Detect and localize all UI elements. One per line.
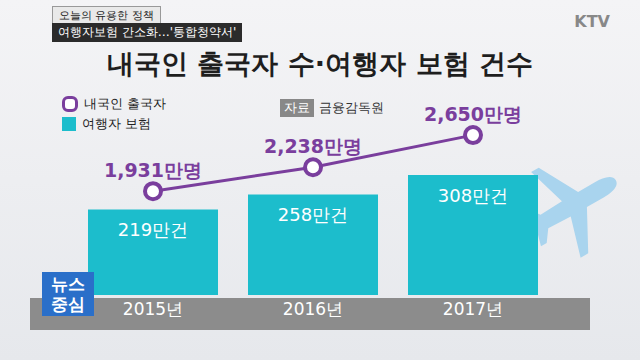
- html-text:내국인 출국자: 내국인 출국자: [84, 96, 167, 111]
- html-text:여행자보험 간소화…'통합청약서': 여행자보험 간소화…'통합청약서': [58, 25, 237, 39]
- html-text:중심: 중심: [51, 294, 85, 314]
- svg-text:2,650만명: 2,650만명: [424, 103, 522, 125]
- svg-text:2017년: 2017년: [443, 299, 503, 319]
- svg-text:258만건: 258만건: [278, 204, 348, 225]
- svg-text:2015년: 2015년: [123, 299, 183, 319]
- svg-text:2,238만명: 2,238만명: [264, 135, 362, 157]
- svg-text:1,931만명: 1,931만명: [104, 159, 202, 181]
- html-text:여행자 보험: 여행자 보험: [82, 116, 152, 131]
- html-text:오늘의 유용한 정책: 오늘의 유용한 정책: [59, 9, 154, 22]
- html-text:자료: 자료: [284, 100, 310, 115]
- svg-text:2016년: 2016년: [283, 299, 343, 319]
- svg-text:219만건: 219만건: [118, 219, 188, 240]
- html-text:금융감독원: 금융감독원: [319, 100, 384, 115]
- html-text:KTV: KTV: [574, 12, 610, 31]
- html-text:내국인 출국자 수·여행자 보험 건수: 내국인 출국자 수·여행자 보험 건수: [107, 48, 533, 79]
- html-text:뉴스: 뉴스: [51, 274, 85, 294]
- svg-text:308만건: 308만건: [438, 185, 508, 206]
